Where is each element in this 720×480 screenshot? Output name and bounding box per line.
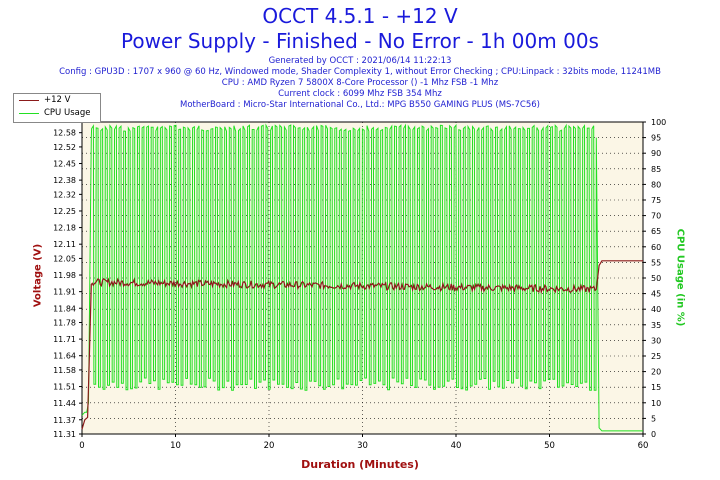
clock-line: Current clock : 6099 Mhz FSB 354 Mhz [278,89,442,99]
y2-tick-label: 20 [651,368,661,377]
generated-line: Generated by OCCT : 2021/06/14 11:22:13 [268,56,452,66]
y-tick-label: 12.45 [53,160,76,169]
chart-subtitle: Power Supply - Finished - No Error - 1h … [121,29,599,53]
legend-swatch-cpu [19,113,39,114]
legend-item-cpu: CPU Usage [14,107,100,120]
y2-tick-label: 65 [651,227,661,236]
y-tick-label: 11.71 [53,335,76,344]
y-tick-label: 12.38 [53,176,76,185]
x-tick-label: 60 [638,441,649,451]
y2-tick-label: 85 [651,165,661,174]
y2-tick-label: 60 [651,243,661,252]
y-tick-label: 11.98 [53,271,76,280]
x-tick-label: 30 [357,441,368,451]
x-tick-label: 50 [544,441,555,451]
series-line-12v [81,260,643,430]
y2-tick-label: 30 [651,336,661,345]
legend-label-cpu: CPU Usage [44,108,91,118]
legend-label-voltage: +12 V [44,95,71,105]
y-tick-label: 11.78 [53,318,76,327]
y-tick-label: 11.51 [53,383,76,392]
y-tick-label: 11.31 [53,430,76,439]
cpu-line: CPU : AMD Ryzen 7 5800X 8-Core Processor… [221,78,499,88]
y2-tick-label: 25 [651,352,661,361]
x-tick-label: 20 [264,441,275,451]
y2-axis-label: CPU Usage (in %) [674,228,686,327]
y2-tick-label: 75 [651,196,661,205]
y2-tick-label: 15 [651,383,661,392]
series-line-cpu-usage [81,123,643,432]
legend: +12 V CPU Usage [13,93,101,123]
y-tick-label: 12.32 [53,190,76,199]
y-tick-label: 12.05 [53,254,76,263]
y2-tick-label: 5 [651,414,656,423]
y-tick-label: 11.64 [53,352,76,361]
y2-tick-label: 35 [651,321,661,330]
y-tick-label: 12.11 [53,240,76,249]
y-tick-label: 12.18 [53,224,76,233]
motherboard-line: MotherBoard : Micro-Star International C… [180,100,540,110]
x-tick-label: 10 [170,441,181,451]
x-tick-label: 40 [451,441,462,451]
y-axis-label: Voltage (V) [32,243,44,308]
y-tick-label: 11.37 [53,416,76,425]
y-tick-label: 12.52 [53,143,76,152]
y-tick-label: 12.58 [53,129,76,138]
y2-tick-label: 50 [651,274,661,283]
chart-title: OCCT 4.5.1 - +12 V [262,4,458,28]
legend-item-voltage: +12 V [14,94,100,107]
y-tick-label: 11.58 [53,366,76,375]
y2-tick-label: 70 [651,212,661,221]
y-tick-label: 11.44 [53,399,76,408]
y2-tick-label: 45 [651,290,661,299]
x-axis-label: Duration (Minutes) [301,458,419,471]
y2-tick-label: 100 [651,118,666,127]
y-tick-label: 11.84 [53,304,76,313]
y2-tick-label: 90 [651,149,661,158]
y2-tick-label: 40 [651,305,661,314]
x-tick-label: 0 [79,441,84,451]
y-tick-label: 12.25 [53,207,76,216]
y2-tick-label: 55 [651,258,661,267]
y2-tick-label: 80 [651,180,661,189]
y-tick-label: 11.91 [53,288,76,297]
legend-swatch-voltage [19,100,39,101]
y2-tick-label: 0 [651,430,656,439]
y2-tick-label: 95 [651,134,661,143]
config-line: Config : GPU3D : 1707 x 960 @ 60 Hz, Win… [59,67,661,77]
y2-tick-label: 10 [651,399,661,408]
